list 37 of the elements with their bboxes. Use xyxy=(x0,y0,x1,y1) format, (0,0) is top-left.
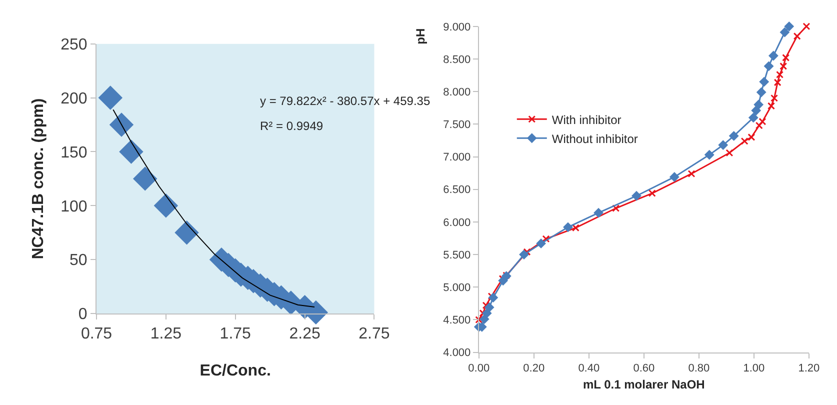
x-tick-label: 1.75 xyxy=(220,326,252,343)
y-tick-label: 8.500 xyxy=(443,54,471,66)
x-axis-title: mL 0.1 molarer NaOH xyxy=(582,377,705,392)
x-tick-label: 0.00 xyxy=(468,362,490,375)
y-tick-label: 100 xyxy=(60,198,88,216)
y-tick-label: 4.000 xyxy=(443,347,471,360)
y-tick-label: 6.000 xyxy=(443,216,471,229)
x-tick-label: 0.80 xyxy=(688,362,710,375)
y-tick-label: 5.500 xyxy=(443,249,471,262)
y-tick-label: 7.000 xyxy=(443,152,471,164)
y-axis-title: NC47.1B conc. (ppm) xyxy=(30,98,47,260)
x-tick-label: 0.20 xyxy=(523,362,545,375)
x-axis-title: EC/Conc. xyxy=(200,362,271,380)
x-tick-label: 2.25 xyxy=(289,326,320,343)
y-tick-label: 6.500 xyxy=(443,184,471,196)
x-tick-label: 1.25 xyxy=(150,326,182,343)
y-tick-label: 250 xyxy=(60,36,88,54)
x-tick-label: 0.60 xyxy=(633,362,655,375)
x-tick-label: 1.20 xyxy=(798,362,820,375)
y-tick-label: 9.000 xyxy=(443,21,471,34)
y-tick-label: 7.500 xyxy=(443,119,471,132)
y-tick-label: 5.000 xyxy=(443,282,471,294)
y-tick-label: 8.000 xyxy=(443,86,471,98)
x-tick-label: 0.40 xyxy=(578,362,600,375)
x-tick-label: 2.75 xyxy=(358,326,390,343)
x-tick-label: 1.00 xyxy=(743,362,765,375)
x-tick-label: 0.75 xyxy=(80,326,112,343)
legend-label: With inhibitor xyxy=(552,112,622,127)
legend-label: Without inhibitor xyxy=(552,132,638,146)
y-tick-label: 150 xyxy=(60,144,88,162)
annotation: R² = 0.9949 xyxy=(260,119,324,133)
y-tick-label: 200 xyxy=(60,90,88,108)
y-axis-title: pH xyxy=(414,28,428,44)
y-tick-label: 4.500 xyxy=(443,314,471,327)
y-tick-label: 50 xyxy=(70,252,88,270)
y-tick-label: 0 xyxy=(78,306,88,324)
annotation: y = 79.822x² - 380.57x + 459.35 xyxy=(260,94,430,108)
